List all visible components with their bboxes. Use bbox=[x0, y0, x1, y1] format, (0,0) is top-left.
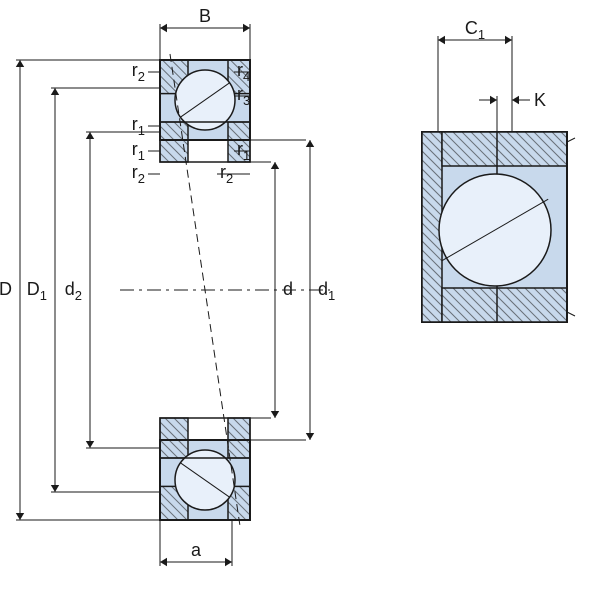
right-detail-view: C1 K bbox=[232, 18, 600, 322]
svg-text:d2: d2 bbox=[65, 279, 82, 303]
dim-K: K bbox=[479, 90, 546, 132]
dim-C1: C1 bbox=[438, 18, 512, 44]
label-r2_left_upper: r2 bbox=[132, 60, 160, 84]
dim-a: a bbox=[160, 540, 232, 566]
svg-text:r1: r1 bbox=[132, 139, 145, 163]
svg-text:r2: r2 bbox=[132, 162, 145, 186]
dim-d2: d2 bbox=[65, 132, 94, 448]
svg-text:d: d bbox=[283, 279, 293, 299]
dim-d1: d1 bbox=[306, 140, 335, 440]
svg-text:D1: D1 bbox=[27, 279, 47, 303]
svg-text:d1: d1 bbox=[318, 279, 335, 303]
dim-B: B bbox=[160, 6, 250, 32]
svg-text:r2: r2 bbox=[132, 60, 145, 84]
svg-text:K: K bbox=[534, 90, 546, 110]
svg-text:B: B bbox=[199, 6, 211, 26]
svg-text:r1: r1 bbox=[132, 114, 145, 138]
dim-D1: D1 bbox=[27, 88, 59, 492]
label-r2_left_lower: r2 bbox=[132, 162, 160, 186]
label-r1_left_lower: r1 bbox=[132, 139, 160, 163]
svg-text:C1: C1 bbox=[465, 18, 485, 42]
lower-half bbox=[120, 418, 327, 520]
left-cross-section: BaDD1d2dd1r2r1r1r2r4r3r1r2 bbox=[0, 6, 335, 566]
upper-half bbox=[120, 60, 327, 162]
dim-D: D bbox=[0, 60, 24, 520]
svg-text:D: D bbox=[0, 279, 12, 299]
label-r1_left_upper: r1 bbox=[132, 114, 160, 138]
label-r2_right_lower: r2 bbox=[217, 162, 250, 186]
svg-text:a: a bbox=[191, 540, 202, 560]
